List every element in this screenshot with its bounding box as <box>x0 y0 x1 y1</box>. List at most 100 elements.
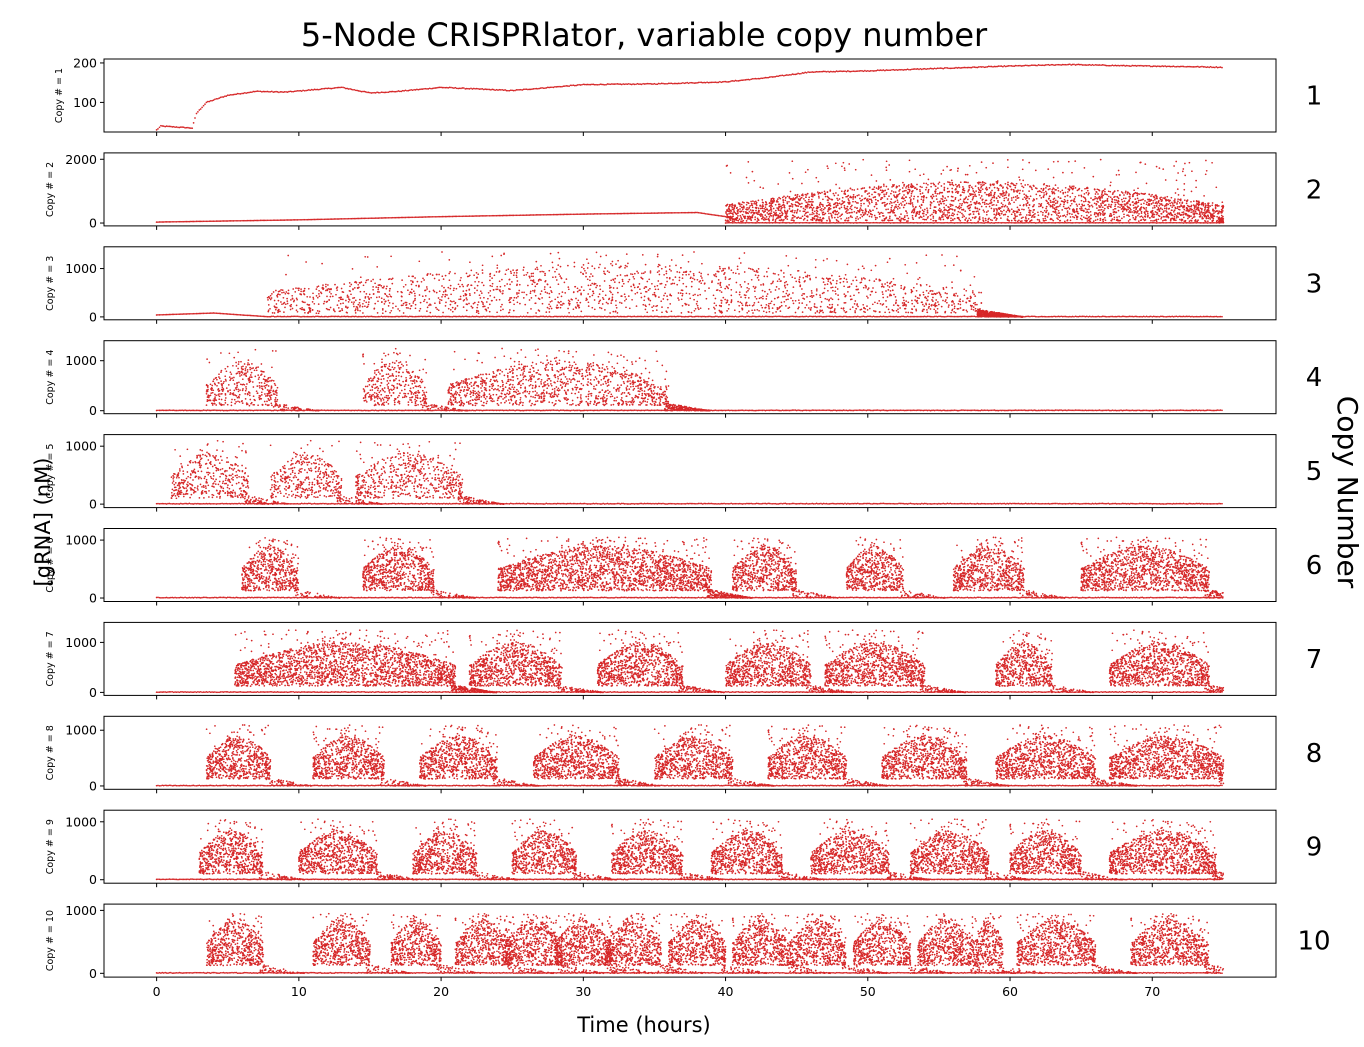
data-point <box>1222 221 1225 224</box>
data-point <box>1106 199 1109 201</box>
data-point <box>1071 222 1074 224</box>
data-point <box>1163 219 1166 222</box>
data-point <box>1007 199 1009 202</box>
data-point <box>1054 202 1057 205</box>
data-point <box>1129 197 1131 200</box>
data-point <box>988 187 991 189</box>
data-point <box>878 212 881 215</box>
data-point <box>902 218 905 220</box>
data-point <box>707 81 710 84</box>
data-point <box>1042 187 1045 190</box>
data-point <box>835 192 837 194</box>
data-point <box>349 88 351 90</box>
data-point <box>680 312 683 314</box>
data-point <box>959 67 962 69</box>
data-point <box>1017 221 1020 224</box>
data-point <box>566 85 569 87</box>
data-point <box>987 203 989 206</box>
data-point <box>985 205 988 208</box>
data-point <box>202 220 205 223</box>
data-point <box>891 184 894 186</box>
data-point <box>226 220 229 222</box>
data-point <box>1131 214 1134 217</box>
data-point <box>923 208 926 211</box>
data-point <box>865 219 868 222</box>
data-point <box>191 220 194 223</box>
data-point <box>996 187 999 189</box>
data-point <box>972 222 974 224</box>
data-point <box>518 214 521 217</box>
data-point <box>1117 219 1120 222</box>
data-point <box>889 215 891 218</box>
data-point <box>982 222 984 224</box>
data-point <box>179 313 182 315</box>
data-point <box>1060 64 1063 66</box>
data-point <box>865 70 868 73</box>
data-point <box>1182 206 1185 209</box>
data-point <box>848 70 851 73</box>
data-point <box>1069 196 1072 198</box>
data-point <box>1091 63 1094 66</box>
data-point <box>759 186 762 189</box>
data-point <box>1198 221 1201 224</box>
data-point <box>932 195 935 198</box>
data-point <box>664 212 667 214</box>
data-point <box>286 219 289 221</box>
data-point <box>1200 203 1203 206</box>
data-point <box>922 210 925 213</box>
data-point <box>735 213 738 216</box>
data-point <box>919 174 921 177</box>
data-point <box>1129 218 1131 221</box>
data-point <box>576 213 579 216</box>
data-point <box>946 191 949 193</box>
data-point <box>851 216 853 219</box>
data-point <box>1118 64 1121 67</box>
data-point <box>289 308 292 311</box>
data-point <box>1102 212 1104 214</box>
data-point <box>914 168 917 171</box>
data-point <box>184 220 186 223</box>
data-point <box>245 92 248 94</box>
data-point <box>1173 200 1176 202</box>
data-point <box>642 212 644 215</box>
data-point <box>719 289 721 292</box>
data-point <box>737 209 740 211</box>
data-point <box>1170 217 1173 220</box>
data-point <box>916 199 919 202</box>
data-point <box>221 96 223 98</box>
data-point <box>866 200 869 202</box>
data-point <box>932 222 935 224</box>
data-point <box>201 220 203 223</box>
data-point <box>866 221 869 224</box>
data-point <box>1078 222 1081 224</box>
data-point <box>222 96 225 98</box>
data-point <box>774 212 777 215</box>
data-point <box>1204 222 1206 224</box>
data-point <box>1056 202 1059 204</box>
data-point <box>1077 212 1079 215</box>
data-point <box>229 220 232 222</box>
data-point <box>977 221 980 224</box>
data-point <box>798 203 801 206</box>
data-point <box>212 220 215 223</box>
data-point <box>433 215 435 218</box>
data-point <box>162 221 165 223</box>
data-point <box>992 203 995 206</box>
data-point <box>774 220 777 223</box>
data-point <box>1117 203 1120 205</box>
data-point <box>418 216 421 218</box>
data-point <box>1141 216 1144 219</box>
data-point <box>528 88 531 91</box>
data-point <box>905 185 908 188</box>
data-point <box>1041 206 1044 209</box>
data-point <box>408 89 411 92</box>
data-point <box>911 210 914 212</box>
data-point <box>954 196 957 199</box>
data-point <box>482 88 485 91</box>
data-point <box>1161 221 1164 224</box>
data-point <box>815 209 818 212</box>
data-point <box>845 210 848 212</box>
data-point <box>716 81 718 84</box>
data-point <box>667 212 670 214</box>
data-point <box>1134 221 1137 224</box>
